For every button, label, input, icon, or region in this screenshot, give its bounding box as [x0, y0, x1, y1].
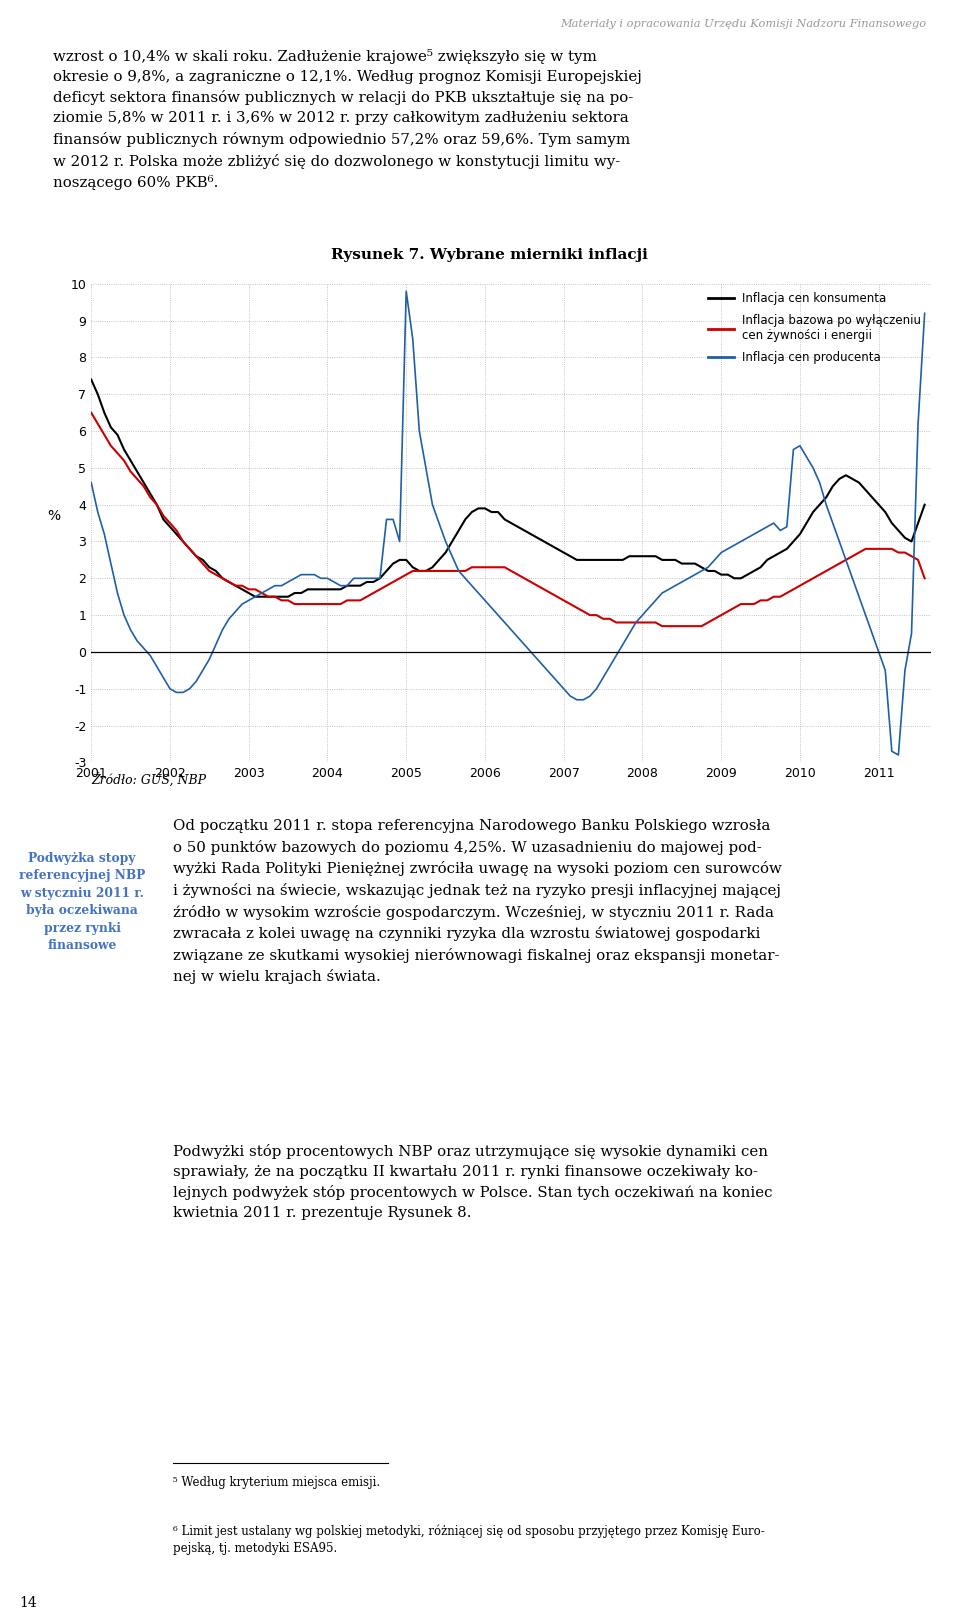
- Text: Rysunek 7. Wybrane mierniki inflacji: Rysunek 7. Wybrane mierniki inflacji: [331, 248, 648, 263]
- Text: Materiały i opracowania Urzędu Komisji Nadzoru Finansowego: Materiały i opracowania Urzędu Komisji N…: [561, 19, 926, 29]
- Text: 14: 14: [19, 1596, 36, 1609]
- Y-axis label: %: %: [47, 509, 60, 522]
- Text: ⁵ Według kryterium miejsca emisji.: ⁵ Według kryterium miejsca emisji.: [173, 1476, 380, 1489]
- Text: Od początku 2011 r. stopa referencyjna Narodowego Banku Polskiego wzrosła
o 50 p: Od początku 2011 r. stopa referencyjna N…: [173, 819, 781, 985]
- Text: wzrost o 10,4% w skali roku. Zadłużenie krajowe⁵ zwiększyło się w tym
okresie o : wzrost o 10,4% w skali roku. Zadłużenie …: [53, 49, 641, 190]
- Text: ⁶ Limit jest ustalany wg polskiej metodyki, różniącej się od sposobu przyjętego : ⁶ Limit jest ustalany wg polskiej metody…: [173, 1525, 764, 1555]
- Text: Podwyżka stopy
referencyjnej NBP
w styczniu 2011 r.
była oczekiwana
przez rynki
: Podwyżka stopy referencyjnej NBP w stycz…: [19, 852, 145, 952]
- Text: Podwyżki stóp procentowych NBP oraz utrzymujące się wysokie dynamiki cen
sprawia: Podwyżki stóp procentowych NBP oraz utrz…: [173, 1144, 772, 1220]
- Text: Źródło: GUS, NBP: Źródło: GUS, NBP: [91, 772, 206, 787]
- Legend: Inflacja cen konsumenta, Inflacja bazowa po wyłączeniu
cen żywności i energii, I: Inflacja cen konsumenta, Inflacja bazowa…: [708, 292, 921, 363]
